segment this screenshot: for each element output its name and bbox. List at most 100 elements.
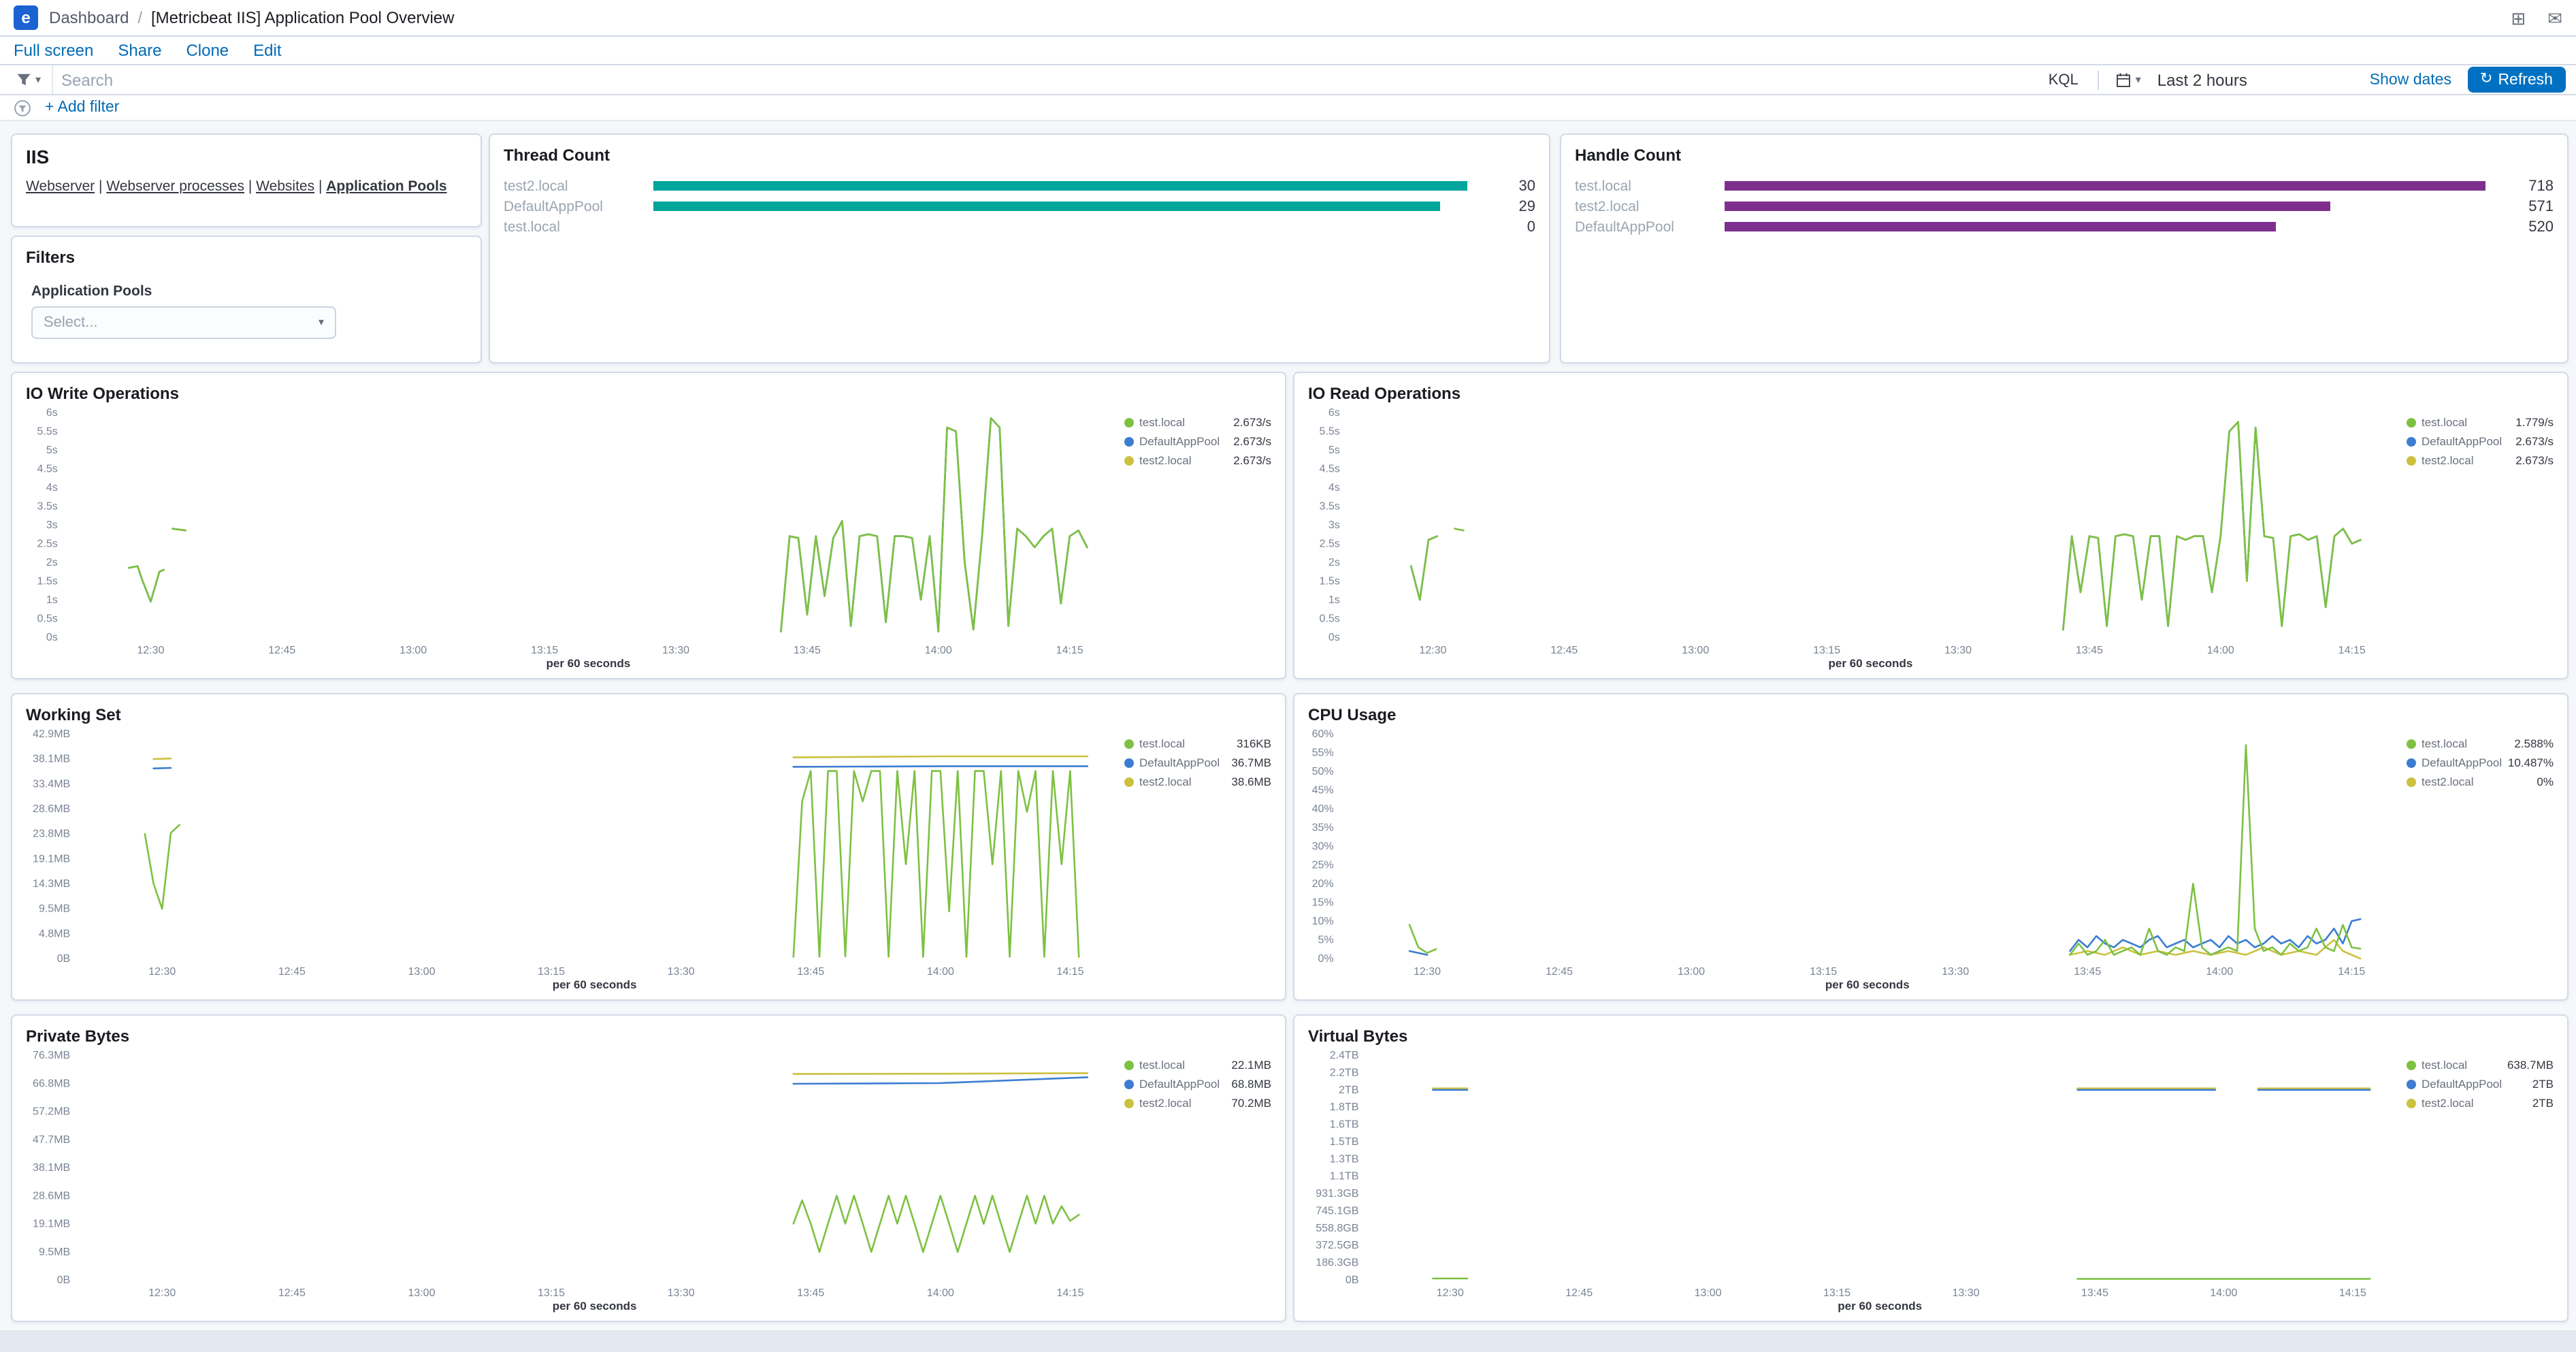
x-axis-title: per 60 seconds — [553, 978, 637, 991]
virtual-bytes-chart[interactable]: 2.4TB 2.2TB 2TB 1.8TB 1.6TB 1.5TB 1.3TB 1.1TB 93… — [1308, 1048, 2554, 1313]
line-chart-plot[interactable]: 42.9MB 38.1MB 33.4MB 28.6MB 23.8MB 19.1MB 14.3… — [26, 727, 1124, 991]
y-axis-tick-label: 14.3MB — [33, 878, 70, 890]
date-picker-button[interactable]: ▾ — [2107, 71, 2149, 88]
line-chart-plot[interactable]: 6s 5.5s 5s 4.5s 4s 3.5s 3s 2.5s 2s 1.5s 1s 0.5s 0s 12… — [26, 406, 1124, 670]
legend-item[interactable]: test2.local 2.673/s — [2407, 451, 2554, 470]
legend-item[interactable]: test.local 316KB — [1124, 734, 1271, 753]
series-line-test.local — [144, 824, 180, 910]
time-range-label[interactable]: Last 2 hours — [2157, 70, 2247, 89]
legend-color-dot — [2407, 758, 2416, 767]
saved-query-menu-button[interactable]: ▾ — [11, 65, 54, 94]
line-chart-plot[interactable]: 2.4TB 2.2TB 2TB 1.8TB 1.6TB 1.5TB 1.3TB 1.1TB 93… — [1308, 1048, 2407, 1313]
markdown-link-websites[interactable]: Websites — [256, 178, 315, 195]
x-axis-tick-label: 13:15 — [538, 966, 565, 978]
legend-series-value: 10.487% — [2507, 756, 2554, 769]
legend-color-dot — [1124, 1079, 1134, 1089]
bar-category-label: DefaultAppPool — [504, 198, 603, 214]
bar-category-label: test2.local — [1575, 198, 1640, 214]
legend-color-dot — [1124, 739, 1134, 748]
bar-row: DefaultAppPool 29 — [504, 196, 1535, 216]
legend-series-value: 1.779/s — [2515, 415, 2554, 429]
legend-item[interactable]: DefaultAppPool 2TB — [2407, 1074, 2554, 1093]
x-axis-tick-label: 13:45 — [794, 645, 821, 656]
panel-working-set: Working Set 42.9MB 38.1MB 33.4MB 28.6MB 23.8… — [11, 693, 1286, 1001]
y-axis-tick-label: 20% — [1312, 878, 1334, 890]
bar-fill — [653, 181, 1467, 191]
legend-item[interactable]: test.local 22.1MB — [1124, 1055, 1271, 1074]
legend-item[interactable]: test.local 638.7MB — [2407, 1055, 2554, 1074]
link-separator: | — [314, 178, 327, 195]
y-axis-tick-label: 5% — [1318, 935, 1333, 946]
legend-series-name: test.local — [2422, 737, 2468, 750]
legend-item[interactable]: test2.local 2TB — [2407, 1093, 2554, 1112]
line-chart-plot[interactable]: 60% 55% 50% 45% 40% 35% 30% 25% 20% 15% 10% 5% 0% 12:… — [1308, 727, 2407, 991]
show-dates-button[interactable]: Show dates — [2369, 71, 2451, 88]
legend-item[interactable]: test2.local 70.2MB — [1124, 1093, 1271, 1112]
io-write-operations-chart[interactable]: 6s 5.5s 5s 4.5s 4s 3.5s 3s 2.5s 2s 1.5s 1s 0.5s 0s 12… — [26, 406, 1271, 670]
legend-color-dot — [1124, 455, 1134, 465]
panel-io-write-operations: IO Write Operations 6s 5.5s 5s 4.5s 4s 3.5s 3s… — [11, 372, 1286, 679]
legend-series-value: 2.673/s — [1233, 453, 1271, 467]
menu-share[interactable]: Share — [118, 41, 162, 60]
add-filter-button[interactable]: + Add filter — [45, 99, 120, 116]
bar[interactable] — [1725, 202, 2485, 211]
legend-item[interactable]: DefaultAppPool 2.673/s — [1124, 432, 1271, 451]
line-chart-plot[interactable]: 6s 5.5s 5s 4.5s 4s 3.5s 3s 2.5s 2s 1.5s 1s 0.5s 0s 12… — [1308, 406, 2407, 670]
legend-series-value: 2.673/s — [2515, 434, 2554, 448]
cpu-usage-chart[interactable]: 60% 55% 50% 45% 40% 35% 30% 25% 20% 15% 10% 5% 0% 12:… — [1308, 727, 2554, 991]
application-pools-select[interactable]: Select... ▾ — [31, 306, 336, 339]
x-axis-tick-label: 14:00 — [2210, 1287, 2237, 1299]
legend-item[interactable]: DefaultAppPool 36.7MB — [1124, 753, 1271, 772]
top-bar-actions: ⊞ ✉ — [2511, 9, 2562, 27]
menu-edit[interactable]: Edit — [253, 41, 282, 60]
line-chart-plot[interactable]: 76.3MB 66.8MB 57.2MB 47.7MB 38.1MB 28.6MB 19.1… — [26, 1048, 1124, 1313]
y-axis-tick-label: 3.5s — [37, 501, 58, 513]
refresh-button[interactable]: ↻ Refresh — [2468, 67, 2565, 93]
legend-item[interactable]: test.local 2.588% — [2407, 734, 2554, 753]
app-switcher-icon[interactable]: ⊞ — [2511, 7, 2526, 28]
x-axis-tick-label: 14:00 — [2207, 645, 2234, 656]
menu-full-screen[interactable]: Full screen — [14, 41, 94, 60]
legend-item[interactable]: DefaultAppPool 10.487% — [2407, 753, 2554, 772]
private-bytes-chart[interactable]: 76.3MB 66.8MB 57.2MB 47.7MB 38.1MB 28.6MB 19.1… — [26, 1048, 1271, 1313]
working-set-chart[interactable]: 42.9MB 38.1MB 33.4MB 28.6MB 23.8MB 19.1MB 14.3… — [26, 727, 1271, 991]
search-input[interactable] — [61, 65, 2029, 94]
bar-row: DefaultAppPool 520 — [1575, 216, 2554, 237]
elastic-logo[interactable]: e — [14, 5, 38, 30]
legend-item[interactable]: test.local 2.673/s — [1124, 413, 1271, 432]
legend-item[interactable]: test2.local 2.673/s — [1124, 451, 1271, 470]
x-axis-tick-label: 14:15 — [1056, 966, 1083, 978]
series-line-test.local — [127, 565, 165, 603]
markdown-link-webserver-processes[interactable]: Webserver processes — [106, 178, 244, 195]
chart-legend: test.local 638.7MB DefaultAppPool 2TB test2.… — [2407, 1048, 2554, 1313]
menu-clone[interactable]: Clone — [186, 41, 229, 60]
x-axis-tick-label: 14:00 — [925, 645, 952, 656]
series-line-test2.local — [127, 565, 165, 603]
filter-options-icon[interactable] — [14, 99, 31, 116]
divider — [2097, 70, 2099, 89]
bar-value: 520 — [2528, 219, 2554, 235]
y-axis-tick-label: 19.1MB — [33, 1219, 70, 1230]
y-axis-tick-label: 55% — [1312, 747, 1334, 759]
legend-color-dot — [2407, 1079, 2416, 1089]
query-language-selector[interactable]: KQL — [2048, 71, 2078, 88]
bar[interactable] — [1725, 222, 2485, 231]
legend-item[interactable]: test2.local 38.6MB — [1124, 772, 1271, 791]
y-axis-tick-label: 15% — [1312, 897, 1334, 909]
legend-item[interactable]: test2.local 0% — [2407, 772, 2554, 791]
io-read-operations-chart[interactable]: 6s 5.5s 5s 4.5s 4s 3.5s 3s 2.5s 2s 1.5s 1s 0.5s 0s 12… — [1308, 406, 2554, 670]
breadcrumb-dashboard[interactable]: Dashboard — [49, 8, 129, 27]
filter-funnel-icon — [17, 74, 31, 86]
bar[interactable] — [1725, 181, 2485, 191]
legend-item[interactable]: test.local 1.779/s — [2407, 413, 2554, 432]
bar[interactable] — [653, 202, 1467, 211]
legend-item[interactable]: DefaultAppPool 2.673/s — [2407, 432, 2554, 451]
x-axis-tick-label: 14:00 — [927, 966, 954, 978]
markdown-link-application-pools[interactable]: Application Pools — [326, 178, 447, 195]
bar[interactable] — [653, 222, 1467, 231]
bar[interactable] — [653, 181, 1467, 191]
markdown-link-webserver[interactable]: Webserver — [26, 178, 95, 195]
newsfeed-icon[interactable]: ✉ — [2547, 7, 2562, 28]
legend-item[interactable]: DefaultAppPool 68.8MB — [1124, 1074, 1271, 1093]
x-axis-tick-label: 12:45 — [268, 645, 295, 656]
